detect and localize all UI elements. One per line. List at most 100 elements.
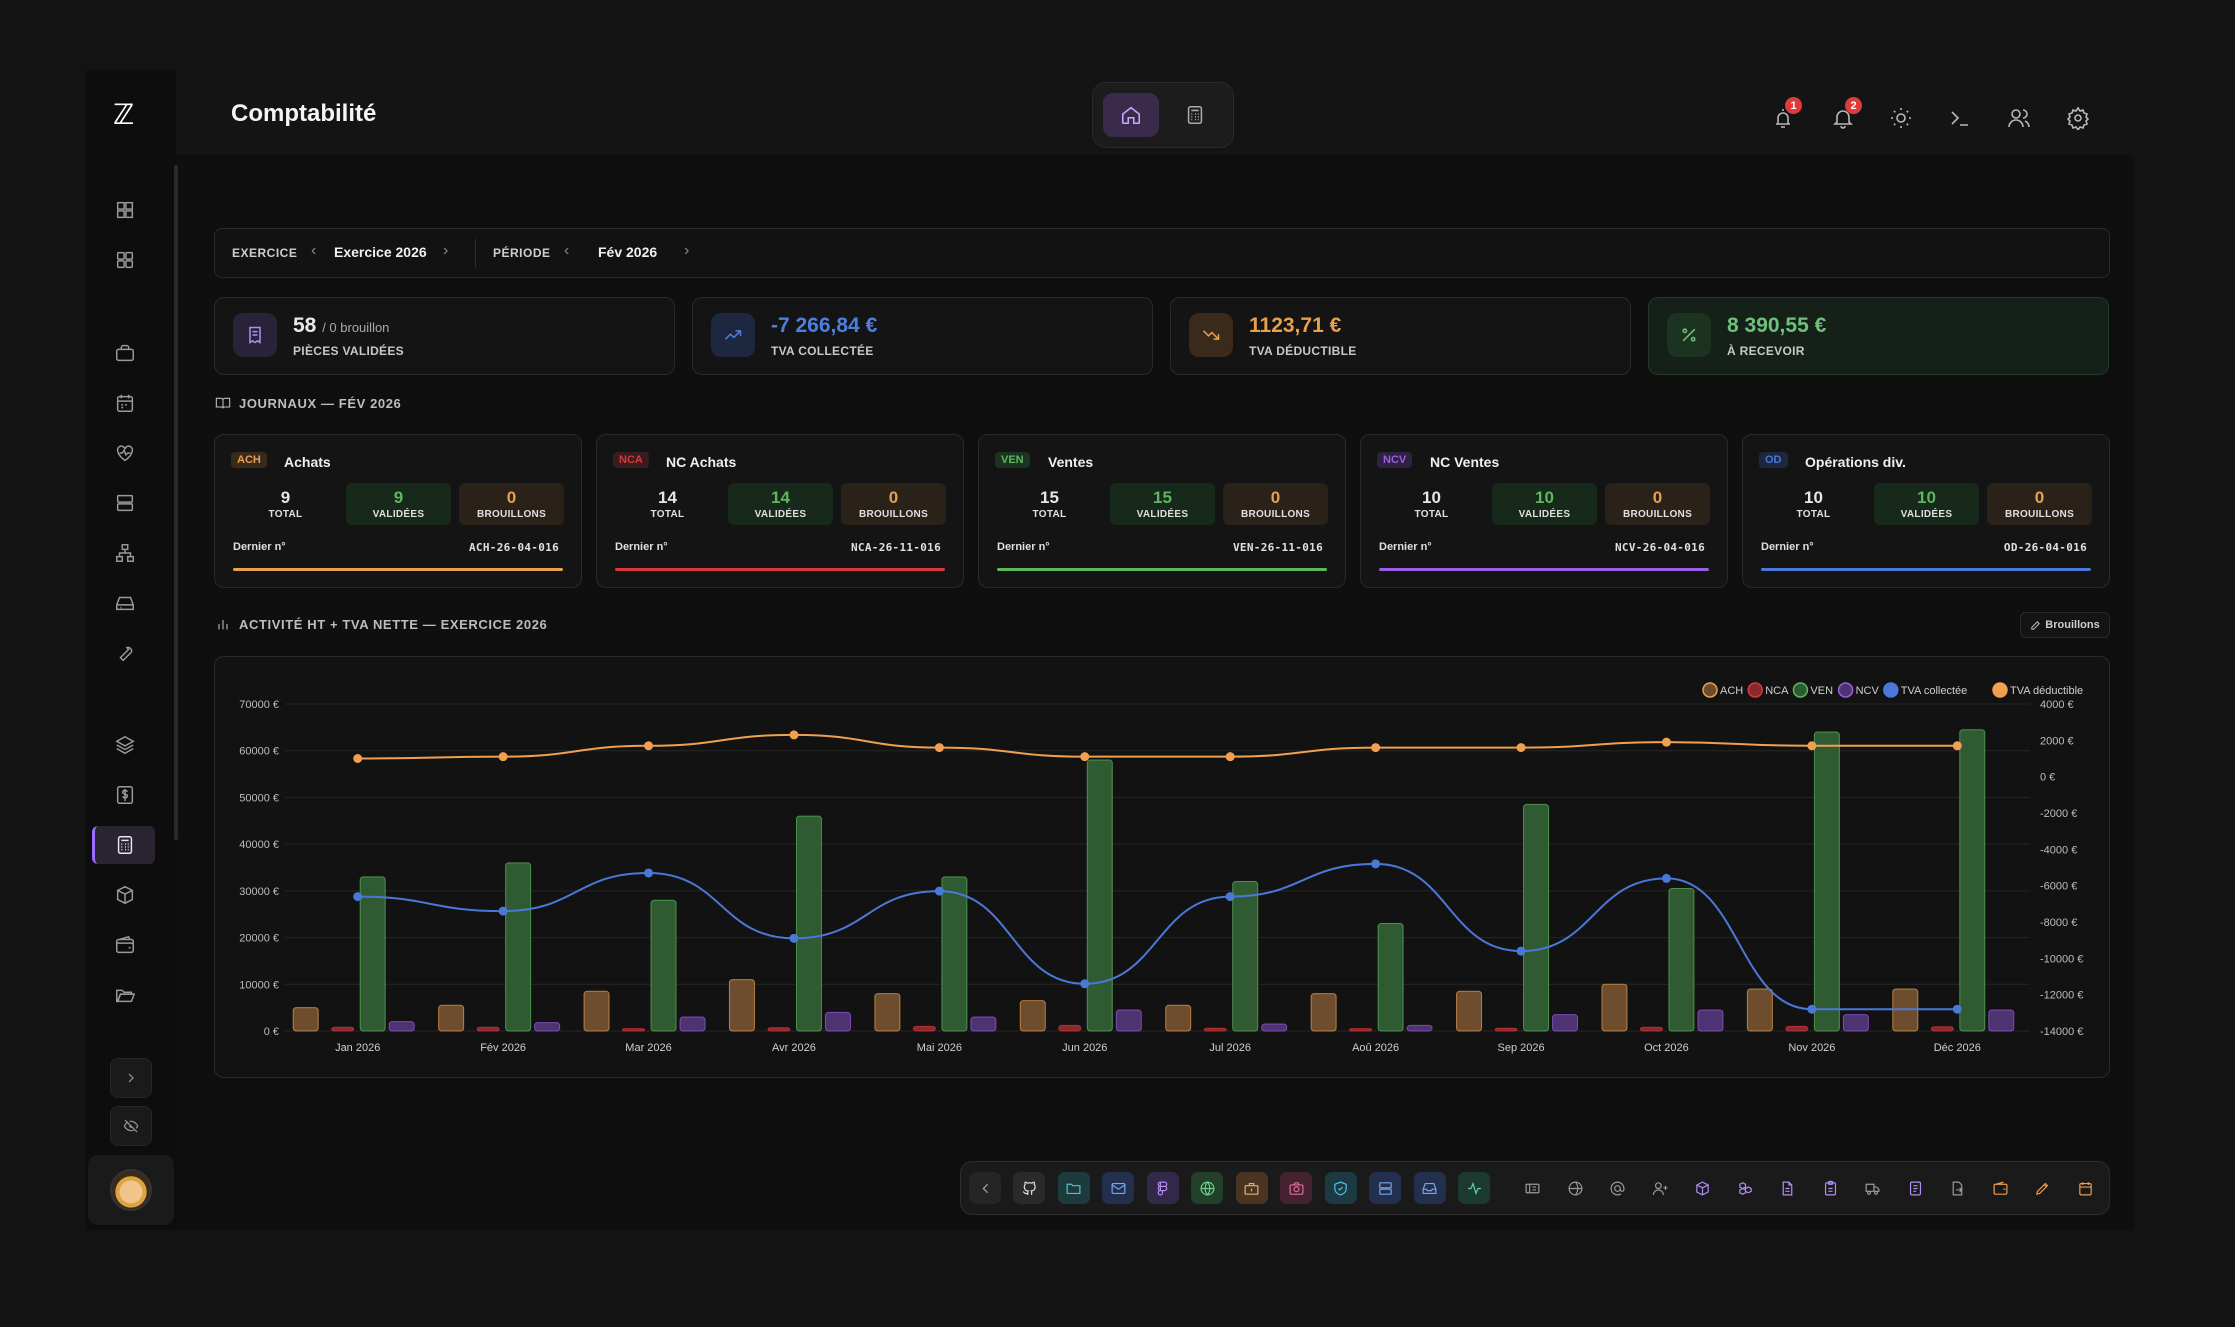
periode-prev-button[interactable]: ‹ (564, 242, 570, 259)
journal-color-bar (1761, 568, 2091, 571)
journal-total-value: 10 (1804, 488, 1823, 507)
dock-truck-button[interactable] (1857, 1172, 1889, 1204)
line-point (1807, 741, 1817, 751)
dock-at-button[interactable] (1602, 1172, 1634, 1204)
legend-label: NCA (1765, 685, 1789, 697)
dock-globe-alt-button[interactable] (1559, 1172, 1591, 1204)
journal-drafts-label: BROUILLONS (2004, 509, 2075, 520)
user-avatar-button[interactable] (88, 1155, 174, 1225)
journal-name: NC Ventes (1430, 454, 1500, 470)
drive-icon (116, 596, 134, 611)
dock-database-button[interactable] (1369, 1172, 1401, 1204)
dock-document-button[interactable] (1899, 1172, 1931, 1204)
dock-inbox-button[interactable] (1413, 1172, 1446, 1204)
dock-pen-button[interactable] (2027, 1172, 2059, 1204)
settings-button[interactable] (2063, 103, 2093, 133)
sidebar-item-dollar[interactable] (110, 780, 140, 810)
filter-bar: EXERCICE ‹ Exercice 2026 › PÉRIODE ‹ Fév… (214, 228, 2110, 278)
sidebar-item-calendar[interactable] (110, 388, 140, 418)
dock-file-button[interactable] (1772, 1172, 1804, 1204)
privacy-toggle-button[interactable] (110, 1106, 152, 1146)
globe-icon (1200, 1181, 1214, 1195)
bar-ncv (1552, 1014, 1579, 1032)
figma-icon (1157, 1181, 1168, 1195)
theme-toggle-button[interactable] (1886, 103, 1916, 133)
kpi-card[interactable]: -7 266,84 € TVA COLLECTÉE (692, 297, 1153, 375)
bar-ncv (388, 1021, 415, 1032)
dock-globe-button[interactable] (1191, 1172, 1223, 1204)
sidebar-item-calculator[interactable] (92, 826, 155, 864)
calculator-view-button[interactable] (1167, 93, 1223, 137)
dock-github-button[interactable] (1013, 1172, 1045, 1204)
dock-collapse-button[interactable] (969, 1172, 1001, 1204)
journal-total: 15 TOTAL (997, 483, 1102, 525)
journal-last-label: Dernier n° (1379, 541, 1432, 553)
toolbox-icon (1244, 1182, 1259, 1195)
dock-user-plus-button[interactable] (1644, 1172, 1676, 1204)
notifications-button[interactable]: 2 (1828, 97, 1862, 133)
kpi-card[interactable]: 8 390,55 € À RECEVOIR (1648, 297, 2109, 375)
line-point (1952, 741, 1962, 751)
sidebar-item-package[interactable] (110, 880, 140, 910)
dock-toolbox-button[interactable] (1235, 1172, 1268, 1204)
dock-folder-button[interactable] (1057, 1172, 1090, 1204)
sidebar-item-folder-open[interactable] (110, 980, 140, 1010)
users-button[interactable] (2004, 103, 2034, 133)
exercice-prev-button[interactable]: ‹ (311, 242, 317, 259)
bar-ach (1019, 1000, 1046, 1032)
drafts-button[interactable]: Brouillons (2020, 612, 2110, 638)
dock-camera-button[interactable] (1280, 1172, 1312, 1204)
journal-validated: 10 VALIDÉES (1874, 483, 1979, 525)
dock-mail-button[interactable] (1102, 1172, 1134, 1204)
sidebar-item-briefcase[interactable] (110, 338, 140, 368)
journal-card-ncv[interactable]: NCV NC Ventes 10 TOTAL 10 VALIDÉES 0 BRO… (1360, 434, 1728, 588)
bell-icon (1833, 110, 1853, 129)
kpi-card[interactable]: 58 / 0 brouillon PIÈCES VALIDÉES (214, 297, 675, 375)
sidebar-item-drive[interactable] (110, 588, 140, 618)
sidebar-item-wallet[interactable] (110, 930, 140, 960)
exercice-value[interactable]: Exercice 2026 (334, 244, 427, 260)
sidebar-item-grid[interactable] (110, 245, 140, 275)
dock-export-button[interactable] (1942, 1172, 1974, 1204)
y-right-tick-label: 2000 € (2040, 735, 2074, 747)
alerts-button[interactable]: 1 (1768, 97, 1802, 133)
kpi-icon-wrap (711, 313, 755, 357)
journal-total-value: 15 (1040, 488, 1059, 507)
periode-next-button[interactable]: › (684, 242, 690, 259)
sidebar-item-network[interactable] (110, 538, 140, 568)
sidebar-item-layers[interactable] (110, 730, 140, 760)
sidebar-item-server[interactable] (110, 488, 140, 518)
briefcase-icon (116, 344, 134, 362)
periode-value[interactable]: Fév 2026 (598, 244, 658, 260)
dock-shield-button[interactable] (1324, 1172, 1357, 1204)
journal-card-nca[interactable]: NCA NC Achats 14 TOTAL 14 VALIDÉES 0 BRO… (596, 434, 964, 588)
grid-icon (116, 251, 134, 269)
journal-card-ven[interactable]: VEN Ventes 15 TOTAL 15 VALIDÉES 0 BROUIL… (978, 434, 1346, 588)
app-logo[interactable]: ℤ (113, 99, 134, 130)
sidebar-item-heart-pulse[interactable] (110, 438, 140, 468)
dock-activity-button[interactable] (1458, 1172, 1490, 1204)
dock-cubes-button[interactable] (1729, 1172, 1761, 1204)
journal-drafts: 0 BROUILLONS (1223, 483, 1328, 525)
journal-last-ref: VEN-26-11-016 (1233, 541, 1323, 554)
journal-card-od[interactable]: OD Opérations div. 10 TOTAL 10 VALIDÉES … (1742, 434, 2110, 588)
sidebar-item-wrench[interactable] (110, 638, 140, 668)
exercice-next-button[interactable]: › (443, 242, 449, 259)
kpi-card[interactable]: 1123,71 € TVA DÉDUCTIBLE (1170, 297, 1631, 375)
journal-total-value: 14 (658, 488, 677, 507)
chevron-left-icon (982, 1183, 988, 1193)
dock-calendar-alt-button[interactable] (2069, 1172, 2101, 1204)
dock-figma-button[interactable] (1146, 1172, 1179, 1204)
expand-sidebar-button[interactable] (110, 1058, 152, 1098)
dock-ticket-button[interactable] (1517, 1172, 1549, 1204)
sidebar-scrollbar[interactable] (174, 165, 178, 840)
eye-off-icon (123, 1119, 139, 1133)
terminal-button[interactable] (1945, 103, 1975, 133)
home-view-button[interactable] (1103, 93, 1159, 137)
journal-drafts-label: BROUILLONS (858, 509, 929, 520)
dock-cube-button[interactable] (1687, 1172, 1719, 1204)
sidebar-item-dashboard[interactable] (110, 195, 140, 225)
dock-clipboard-button[interactable] (1814, 1172, 1846, 1204)
dock-wallet-alt-button[interactable] (1984, 1172, 2016, 1204)
journal-card-ach[interactable]: ACH Achats 9 TOTAL 9 VALIDÉES 0 BROUILLO… (214, 434, 582, 588)
